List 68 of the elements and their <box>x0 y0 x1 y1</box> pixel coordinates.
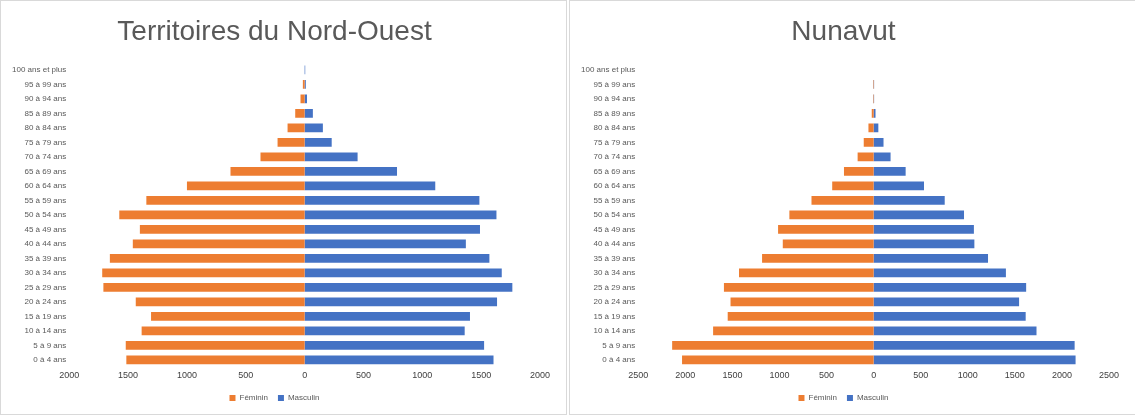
y-tick-label: 85 à 89 ans <box>24 108 67 118</box>
chart-title: Territoires du Nord-Ouest <box>117 14 432 46</box>
y-tick-label: 90 à 94 ans <box>24 94 67 104</box>
legend-label: Masculin <box>287 393 320 403</box>
y-tick-label: 15 à 19 ans <box>24 311 67 321</box>
y-tick-label: 50 à 54 ans <box>24 210 67 220</box>
y-tick-label: 75 à 79 ans <box>593 137 636 147</box>
y-tick-label: 0 à 4 ans <box>602 355 636 365</box>
x-tick-label: 2000 <box>529 370 551 381</box>
x-tick-label: 1500 <box>118 370 139 381</box>
y-tick-label: 65 à 69 ans <box>593 166 636 176</box>
y-tick-label: 70 à 74 ans <box>24 152 67 162</box>
x-tick-label: 2000 <box>1051 370 1072 381</box>
x-tick-label: 500 <box>355 370 371 381</box>
y-tick-label: 55 à 59 ans <box>24 195 67 205</box>
x-tick-label: 1500 <box>722 370 743 381</box>
y-tick-label: 85 à 89 ans <box>593 108 636 118</box>
x-tick-label: 1000 <box>957 370 978 381</box>
legend-label: Masculin <box>856 393 889 403</box>
y-tick-label: 5 à 9 ans <box>602 340 636 350</box>
x-tick-label: 2500 <box>628 370 649 381</box>
y-tick-label: 35 à 39 ans <box>24 253 67 263</box>
x-tick-label: 0 <box>871 370 877 381</box>
y-tick-label: 45 à 49 ans <box>24 224 67 234</box>
y-tick-label: 100 ans et plus <box>12 65 67 75</box>
x-tick-label: 500 <box>238 370 254 381</box>
y-tick-label: 35 à 39 ans <box>593 253 636 263</box>
x-tick-label: 1500 <box>1004 370 1025 381</box>
y-tick-label: 10 à 14 ans <box>24 326 67 336</box>
y-tick-label: 55 à 59 ans <box>593 195 636 205</box>
x-tick-label: 500 <box>819 370 835 381</box>
y-tick-label: 90 à 94 ans <box>593 94 636 104</box>
y-tick-label: 75 à 79 ans <box>24 137 67 147</box>
y-tick-label: 30 à 34 ans <box>24 268 67 278</box>
x-tick-label: 1000 <box>412 370 433 381</box>
y-tick-label: 5 à 9 ans <box>33 340 67 350</box>
y-tick-label: 10 à 14 ans <box>593 326 636 336</box>
y-tick-label: 25 à 29 ans <box>593 282 636 292</box>
x-tick-label: 1000 <box>176 370 197 381</box>
y-tick-label: 40 à 44 ans <box>24 239 67 249</box>
y-tick-label: 25 à 29 ans <box>24 282 67 292</box>
y-tick-label: 60 à 64 ans <box>24 181 67 191</box>
legend-label: Féminin <box>808 393 837 403</box>
y-tick-label: 50 à 54 ans <box>593 210 636 220</box>
x-tick-label: 0 <box>302 370 308 381</box>
y-tick-label: 60 à 64 ans <box>593 181 636 191</box>
chart-title: Nunavut <box>791 14 896 46</box>
y-tick-label: 40 à 44 ans <box>593 239 636 249</box>
y-tick-label: 95 à 99 ans <box>24 79 67 89</box>
y-tick-label: 80 à 84 ans <box>24 123 67 133</box>
y-tick-label: 80 à 84 ans <box>593 123 636 133</box>
x-tick-label: 2000 <box>675 370 696 381</box>
y-tick-label: 100 ans et plus <box>581 65 636 75</box>
x-tick-label: 2000 <box>59 370 80 381</box>
y-tick-label: 65 à 69 ans <box>24 166 67 176</box>
x-tick-label: 2500 <box>1098 370 1120 381</box>
y-tick-label: 20 à 24 ans <box>24 297 67 307</box>
y-tick-label: 95 à 99 ans <box>593 79 636 89</box>
y-tick-label: 15 à 19 ans <box>593 311 636 321</box>
y-tick-label: 45 à 49 ans <box>593 224 636 234</box>
x-tick-label: 500 <box>913 370 929 381</box>
y-tick-label: 30 à 34 ans <box>593 268 636 278</box>
y-tick-label: 0 à 4 ans <box>33 355 67 365</box>
x-tick-label: 1000 <box>769 370 790 381</box>
legend-label: Féminin <box>239 393 268 403</box>
y-tick-label: 20 à 24 ans <box>593 297 636 307</box>
y-tick-label: 70 à 74 ans <box>593 152 636 162</box>
x-tick-label: 1500 <box>471 370 492 381</box>
